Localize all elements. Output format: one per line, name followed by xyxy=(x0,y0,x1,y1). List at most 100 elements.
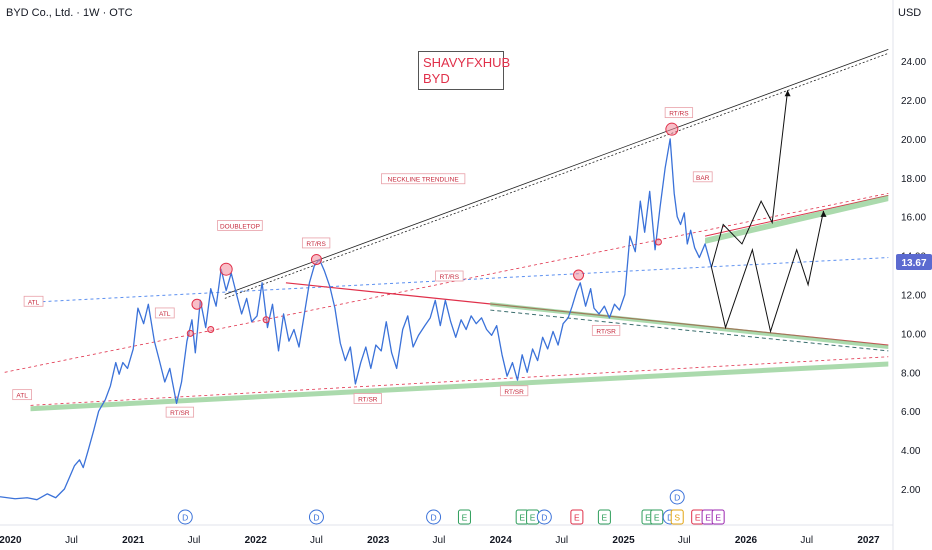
annotation-label: RT/RS xyxy=(440,274,460,281)
x-tick-label: Jul xyxy=(310,535,323,546)
symbol-title[interactable]: BYD Co., Ltd. · 1W · OTC xyxy=(6,7,133,19)
x-tick-label: 2023 xyxy=(367,535,390,546)
event-label: E xyxy=(530,513,536,523)
projection-arrowhead xyxy=(784,90,791,97)
event-label: E xyxy=(695,513,701,523)
event-label: D xyxy=(541,513,547,523)
event-label: E xyxy=(462,513,468,523)
annotation-label: RT/SR xyxy=(358,397,378,404)
annotation-label: NECKLINE TRENDLINE xyxy=(388,177,460,184)
pivot-marker xyxy=(573,269,585,281)
event-badge xyxy=(711,509,725,525)
watermark-box: SHAVYFXHUB BYD xyxy=(418,51,511,90)
rising-trendline-dashed xyxy=(4,192,889,373)
event-dividend-badge xyxy=(536,509,552,525)
event-label: E xyxy=(574,513,580,523)
x-tick-label: 2025 xyxy=(612,535,635,546)
annotation-label: RT/SR xyxy=(170,410,190,417)
event-label: D xyxy=(674,493,680,503)
annotation-label: RT/SR xyxy=(504,389,524,396)
annotation-box xyxy=(435,270,464,282)
projection-path-1 xyxy=(710,210,825,334)
event-dividend-badge xyxy=(426,509,442,525)
rising-trendline-solid xyxy=(704,194,889,237)
event-dividend-badge xyxy=(669,489,685,505)
pivot-marker xyxy=(262,316,270,324)
event-badge xyxy=(570,509,584,525)
annotation-box xyxy=(23,295,44,307)
y-tick-label: 20.00 xyxy=(901,135,926,146)
y-tick-label: 6.00 xyxy=(901,407,921,418)
annotation-label: RT/RS xyxy=(669,111,689,118)
pivot-marker xyxy=(186,329,194,337)
pivot-marker xyxy=(207,326,215,334)
annotation-box xyxy=(591,325,621,336)
event-label: D xyxy=(667,513,673,523)
y-tick-label: 4.00 xyxy=(901,446,921,457)
watermark-line-1: SHAVYFXHUB xyxy=(423,55,511,70)
x-tick-label: 2020 xyxy=(0,535,22,546)
pivot-marker xyxy=(219,262,233,276)
event-badge xyxy=(670,509,684,525)
annotation-box xyxy=(12,389,32,401)
event-badge xyxy=(457,509,471,525)
x-tick-label: 2024 xyxy=(490,535,513,546)
event-label: E xyxy=(602,513,608,523)
last-price-label: 13.67 xyxy=(901,258,926,269)
neckline-blue-dashed xyxy=(30,257,889,303)
x-tick-label: 2022 xyxy=(245,535,268,546)
annotation-box xyxy=(353,393,382,404)
pivot-marker xyxy=(665,122,679,136)
event-dividend-badge xyxy=(177,509,193,525)
pivot-marker xyxy=(191,298,203,310)
event-label: D xyxy=(182,513,188,523)
event-label: S xyxy=(674,513,680,523)
event-label: E xyxy=(715,513,721,523)
event-dividend-badge xyxy=(308,509,324,525)
descending-green-band xyxy=(490,302,889,349)
y-tick-label: 8.00 xyxy=(901,368,921,379)
annotation-label: RT/SR xyxy=(596,328,616,335)
support-dashed-line xyxy=(30,356,889,406)
y-tick-label: 22.00 xyxy=(901,96,926,107)
x-tick-label: 2027 xyxy=(857,535,880,546)
descending-dashed-line xyxy=(490,309,889,352)
event-label: E xyxy=(519,513,525,523)
annotation-box xyxy=(301,237,331,249)
currency-label[interactable]: USD xyxy=(898,7,922,19)
annotation-box xyxy=(692,171,713,183)
projection-arrowhead xyxy=(820,210,827,217)
event-label: E xyxy=(705,513,711,523)
annotation-label: RT/RS xyxy=(306,241,326,248)
x-tick-label: Jul xyxy=(65,535,78,546)
annotation-label: DOUBLETOP xyxy=(220,223,260,230)
annotation-label: ATL xyxy=(159,311,171,318)
watermark-line-2: BYD xyxy=(423,71,450,86)
x-tick-label: 2021 xyxy=(122,535,145,546)
projection-path-2 xyxy=(710,90,789,268)
event-label: E xyxy=(645,513,651,523)
annotation-label: BAR xyxy=(696,175,710,182)
resistance-black-dashed xyxy=(224,52,889,299)
annotation-box xyxy=(154,307,175,319)
support-band-long xyxy=(30,361,889,412)
annotation-label: ATL xyxy=(16,393,28,400)
y-tick-label: 16.00 xyxy=(901,213,926,224)
annotation-label: ATL xyxy=(28,299,40,306)
x-tick-label: Jul xyxy=(433,535,446,546)
annotation-box xyxy=(499,385,529,397)
annotation-box xyxy=(664,107,694,119)
x-tick-label: Jul xyxy=(555,535,568,546)
x-tick-label: 2026 xyxy=(735,535,758,546)
resistance-black-line xyxy=(224,49,889,295)
event-badge xyxy=(597,509,611,525)
annotation-box xyxy=(217,220,263,231)
event-label: D xyxy=(431,513,437,523)
y-tick-label: 10.00 xyxy=(901,329,926,340)
pivot-marker xyxy=(654,238,662,246)
x-tick-label: Jul xyxy=(188,535,201,546)
last-price-badge xyxy=(896,254,932,271)
y-tick-label: 24.00 xyxy=(901,57,926,68)
y-tick-label: 2.00 xyxy=(901,485,921,496)
